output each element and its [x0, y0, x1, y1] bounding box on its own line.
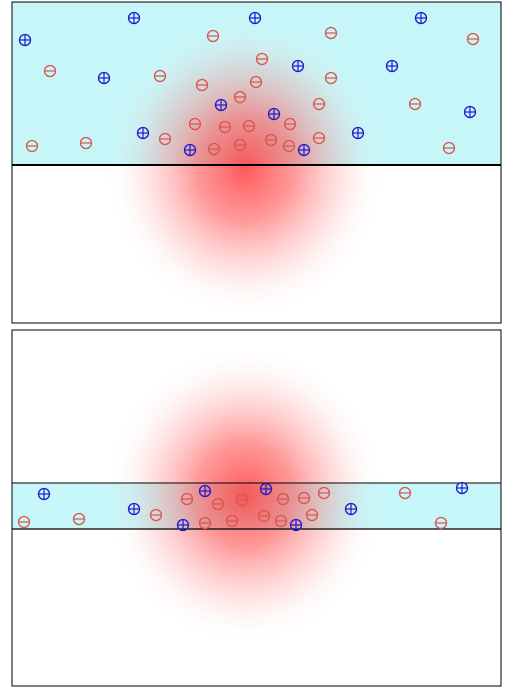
bottom-panel	[11, 329, 502, 687]
negative-charge-icon	[206, 29, 220, 43]
positive-charge-icon	[127, 11, 141, 25]
negative-charge-icon	[211, 497, 225, 511]
positive-charge-icon	[214, 98, 228, 112]
negative-charge-icon	[233, 90, 247, 104]
negative-charge-icon	[312, 97, 326, 111]
top-panel	[11, 1, 502, 324]
positive-charge-icon	[127, 502, 141, 516]
negative-charge-icon	[153, 69, 167, 83]
negative-charge-icon	[282, 139, 296, 153]
positive-charge-icon	[289, 518, 303, 532]
negative-charge-icon	[188, 117, 202, 131]
positive-charge-icon	[291, 59, 305, 73]
top-frame	[11, 1, 502, 324]
negative-charge-icon	[324, 26, 338, 40]
negative-charge-icon	[274, 514, 288, 528]
negative-charge-icon	[79, 136, 93, 150]
positive-charge-icon	[136, 126, 150, 140]
bottom-charges	[17, 481, 469, 532]
negative-charge-icon	[297, 491, 311, 505]
positive-charge-icon	[18, 33, 32, 47]
negative-charge-icon	[264, 133, 278, 147]
negative-charge-icon	[408, 97, 422, 111]
positive-charge-icon	[455, 481, 469, 495]
negative-charge-icon	[207, 142, 221, 156]
positive-charge-icon	[297, 143, 311, 157]
negative-charge-icon	[257, 509, 271, 523]
negative-charge-icon	[149, 508, 163, 522]
negative-charge-icon	[466, 32, 480, 46]
negative-charge-icon	[235, 493, 249, 507]
positive-charge-icon	[414, 11, 428, 25]
top-field-glow	[105, 18, 385, 318]
positive-charge-icon	[259, 482, 273, 496]
negative-charge-icon	[398, 486, 412, 500]
negative-charge-icon	[43, 64, 57, 78]
negative-charge-icon	[198, 516, 212, 530]
negative-charge-icon	[158, 132, 172, 146]
negative-charge-icon	[434, 516, 448, 530]
negative-charge-icon	[233, 138, 247, 152]
negative-charge-icon	[249, 75, 263, 89]
positive-charge-icon	[183, 143, 197, 157]
positive-charge-icon	[37, 487, 51, 501]
negative-charge-icon	[225, 514, 239, 528]
positive-charge-icon	[97, 71, 111, 85]
negative-charge-icon	[218, 120, 232, 134]
negative-charge-icon	[25, 139, 39, 153]
negative-charge-icon	[305, 508, 319, 522]
negative-charge-icon	[195, 78, 209, 92]
positive-charge-icon	[198, 484, 212, 498]
negative-charge-icon	[283, 117, 297, 131]
positive-charge-icon	[248, 11, 262, 25]
negative-charge-icon	[242, 119, 256, 133]
negative-charge-icon	[312, 131, 326, 145]
negative-charge-icon	[276, 492, 290, 506]
bottom-frame	[11, 329, 502, 687]
positive-charge-icon	[176, 518, 190, 532]
negative-charge-icon	[180, 492, 194, 506]
top-charges	[18, 11, 480, 157]
positive-charge-icon	[351, 126, 365, 140]
negative-charge-icon	[324, 71, 338, 85]
positive-charge-icon	[344, 502, 358, 516]
positive-charge-icon	[463, 105, 477, 119]
negative-charge-icon	[255, 52, 269, 66]
negative-charge-icon	[72, 512, 86, 526]
negative-charge-icon	[317, 486, 331, 500]
negative-charge-icon	[442, 141, 456, 155]
negative-charge-icon	[17, 515, 31, 529]
positive-charge-icon	[267, 107, 281, 121]
positive-charge-icon	[385, 59, 399, 73]
